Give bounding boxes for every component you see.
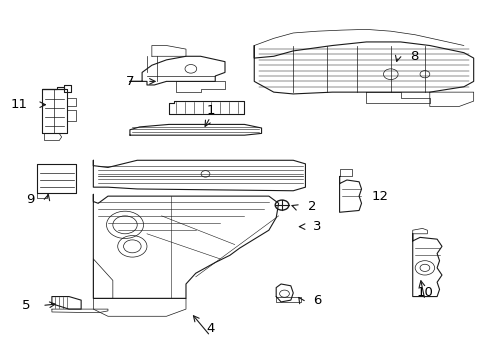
Text: 10: 10: [416, 287, 432, 300]
Text: 3: 3: [312, 220, 321, 233]
Text: 6: 6: [312, 294, 321, 307]
Text: 12: 12: [370, 190, 387, 203]
Text: 5: 5: [21, 299, 30, 312]
Text: 2: 2: [307, 201, 316, 213]
Text: 9: 9: [26, 193, 35, 206]
Text: 7: 7: [126, 75, 135, 88]
Text: 1: 1: [206, 104, 214, 117]
Text: 8: 8: [409, 50, 418, 63]
Text: 11: 11: [10, 98, 27, 111]
Text: 4: 4: [206, 322, 214, 335]
